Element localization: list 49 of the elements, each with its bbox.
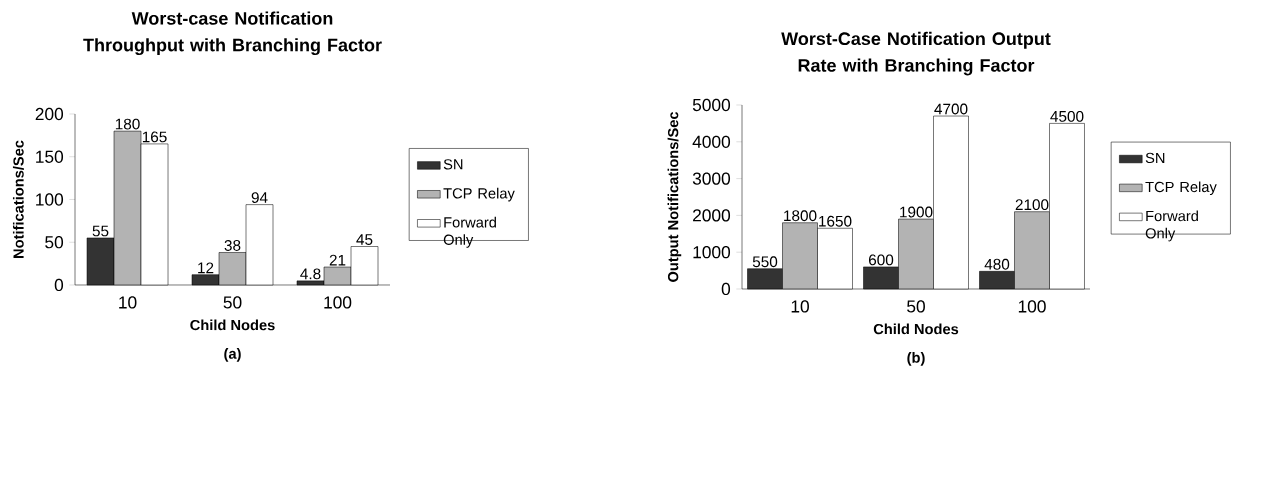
data-label: 480 bbox=[984, 258, 1010, 270]
data-label: 550 bbox=[752, 256, 778, 268]
data-label: 1900 bbox=[900, 206, 933, 218]
y-tick-label: 0 bbox=[54, 278, 64, 292]
text: (a) bbox=[224, 348, 241, 362]
y-tick-label: 0 bbox=[721, 282, 731, 296]
x-tick-label: 100 bbox=[324, 296, 352, 309]
data-label: 12 bbox=[198, 262, 214, 274]
legend-label: Forward Only bbox=[1145, 210, 1198, 242]
x-tick-label: 50 bbox=[907, 300, 925, 313]
data-label: 94 bbox=[251, 192, 268, 204]
y-tick-label: 100 bbox=[36, 193, 64, 206]
data-label: 55 bbox=[92, 225, 109, 237]
legend-label: SN bbox=[1145, 152, 1165, 164]
data-label: 45 bbox=[356, 234, 373, 245]
legend-label: Forward Only bbox=[443, 216, 496, 248]
y-axis-title: Notifications/Sec bbox=[12, 140, 24, 258]
data-label: 165 bbox=[142, 131, 167, 143]
x-axis-title: Child Nodes bbox=[190, 319, 275, 331]
data-label: 1650 bbox=[819, 215, 852, 227]
x-tick-label: 100 bbox=[1018, 300, 1046, 313]
data-label: 21 bbox=[329, 254, 346, 266]
text: (b) bbox=[907, 352, 925, 366]
y-tick-label: 1000 bbox=[693, 246, 731, 259]
x-axis-title: Child Nodes bbox=[873, 323, 959, 335]
x-tick-label: 10 bbox=[791, 300, 809, 313]
chart-title: Worst-Case Notification Output Rate with Branching Factor bbox=[781, 31, 1051, 76]
legend-label: TCP Relay bbox=[443, 187, 515, 202]
data-label: 180 bbox=[115, 118, 140, 130]
y-tick-label: 50 bbox=[45, 236, 64, 249]
y-tick-label: 3000 bbox=[692, 172, 731, 185]
y-tick-label: 200 bbox=[35, 107, 64, 121]
y-tick-label: 150 bbox=[36, 150, 64, 163]
data-label: 4.8 bbox=[300, 268, 321, 280]
y-tick-label: 2000 bbox=[693, 209, 731, 222]
data-label: 4500 bbox=[1050, 110, 1084, 122]
data-label: 1800 bbox=[784, 210, 817, 222]
legend-label: TCP Relay bbox=[1145, 181, 1217, 196]
y-axis-title: Output Notifications/Sec bbox=[667, 111, 682, 282]
data-label: 600 bbox=[868, 254, 894, 266]
y-tick-label: 5000 bbox=[692, 98, 731, 112]
x-tick-label: 10 bbox=[119, 296, 137, 309]
legend-label: SN bbox=[443, 159, 463, 170]
y-tick-label: 4000 bbox=[692, 135, 731, 148]
chart-title: Worst-case Notification Throughput with Branching Factor bbox=[83, 11, 382, 56]
data-label: 38 bbox=[224, 240, 241, 251]
data-label: 2100 bbox=[1015, 199, 1049, 211]
x-tick-label: 50 bbox=[223, 296, 242, 309]
data-label: 4700 bbox=[934, 103, 968, 115]
